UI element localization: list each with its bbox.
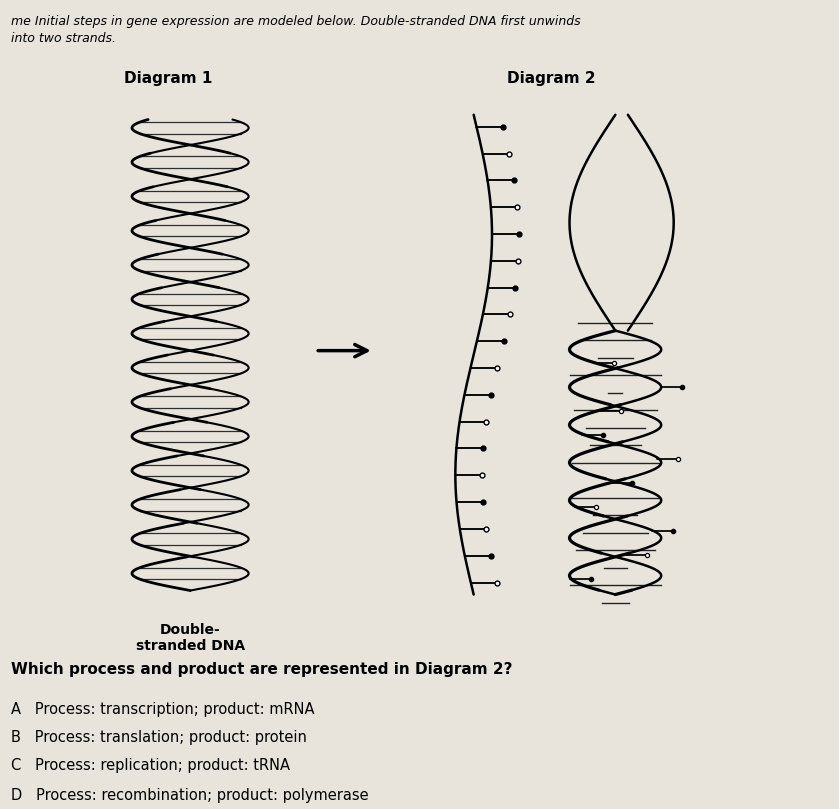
Text: B   Process: translation; product: protein: B Process: translation; product: protein (11, 731, 307, 745)
Text: me Initial steps in gene expression are modeled below. Double-stranded DNA first: me Initial steps in gene expression are … (11, 15, 581, 28)
Text: Diagram 2: Diagram 2 (507, 70, 596, 86)
Text: into two strands.: into two strands. (11, 32, 116, 45)
Text: C   Process: replication; product: tRNA: C Process: replication; product: tRNA (11, 759, 290, 773)
Text: A   Process: transcription; product: mRNA: A Process: transcription; product: mRNA (11, 702, 315, 718)
Text: D   Process: recombination; product: polymerase: D Process: recombination; product: polym… (11, 788, 368, 803)
Text: Which process and product are represented in Diagram 2?: Which process and product are represente… (11, 663, 513, 677)
Text: Double-
stranded DNA: Double- stranded DNA (136, 622, 245, 653)
Text: Diagram 1: Diagram 1 (123, 70, 212, 86)
